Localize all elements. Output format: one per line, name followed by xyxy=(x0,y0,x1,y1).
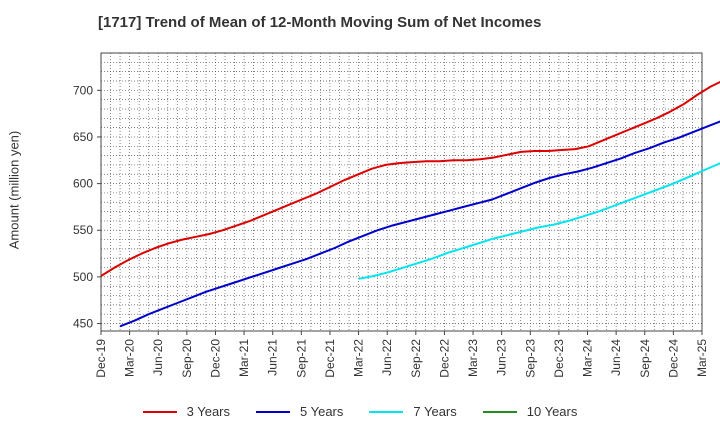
y-tick-label: 450 xyxy=(73,317,93,331)
legend-swatch-7-years xyxy=(369,410,404,413)
legend-label-10-years: 10 Years xyxy=(526,404,578,419)
legend-swatch-10-years xyxy=(482,410,517,413)
x-tick-label: Jun-21 xyxy=(266,339,280,376)
x-tick-label: Dec-19 xyxy=(94,339,108,378)
y-tick-label: 700 xyxy=(73,83,93,97)
x-tick-label: Dec-20 xyxy=(208,339,222,378)
x-tick-label: Dec-21 xyxy=(323,339,337,378)
x-tick-label: Mar-23 xyxy=(466,339,480,377)
x-tick-label: Jun-22 xyxy=(380,339,394,376)
y-tick-label: 650 xyxy=(73,130,93,144)
series-line-5-years xyxy=(119,120,720,328)
x-tick-label: Dec-23 xyxy=(552,339,566,378)
legend-item-7-years: 7 Years xyxy=(369,404,457,419)
legend-item-3-years: 3 Years xyxy=(142,404,230,419)
x-tick-label: Jun-24 xyxy=(609,339,623,376)
legend-item-5-years: 5 Years xyxy=(256,404,343,419)
y-tick-label: 550 xyxy=(73,223,93,237)
x-tick-label: Mar-22 xyxy=(352,339,366,377)
x-tick-label: Sep-24 xyxy=(638,339,652,378)
y-tick-label: 600 xyxy=(73,177,93,191)
legend-label-7-years: 7 Years xyxy=(413,404,457,419)
legend-item-10-years: 10 Years xyxy=(482,404,578,419)
x-tick-label: Sep-23 xyxy=(523,339,537,378)
legend-swatch-5-years xyxy=(256,410,290,413)
series-line-3-years xyxy=(100,80,720,277)
x-tick-label: Mar-20 xyxy=(123,339,137,377)
x-tick-label: Sep-22 xyxy=(409,339,423,378)
y-tick-label: 500 xyxy=(73,270,93,284)
x-tick-label: Mar-24 xyxy=(581,339,595,377)
plot-area xyxy=(100,52,703,332)
legend: 3 Years 5 Years 7 Years 10 Years xyxy=(0,404,720,419)
series-line-7-years xyxy=(358,162,720,280)
x-tick-label: Dec-24 xyxy=(666,339,680,378)
legend-label-3-years: 3 Years xyxy=(186,404,230,419)
x-tick-label: Jun-23 xyxy=(495,339,509,376)
x-tick-label: Sep-21 xyxy=(294,339,308,378)
x-tick-label: Jun-20 xyxy=(151,339,165,376)
line-chart: 450 500 550 600 650 700 Dec-19 Mar-20 Jun-20 Sep-… xyxy=(73,52,720,378)
legend-label-5-years: 5 Years xyxy=(300,404,344,419)
legend-swatch-3-years xyxy=(142,410,177,413)
x-tick-label: Sep-20 xyxy=(180,339,194,378)
x-tick-label: Mar-21 xyxy=(237,339,251,377)
chart-title: [1717] Trend of Mean of 12-Month Moving … xyxy=(98,14,542,31)
x-tick-label: Dec-22 xyxy=(437,339,451,378)
x-tick-label: Mar-25 xyxy=(695,339,709,377)
